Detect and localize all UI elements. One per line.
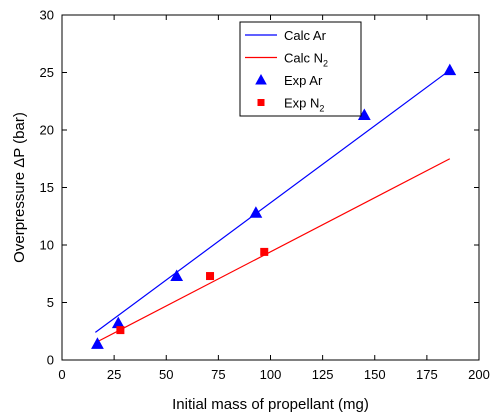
y-tick-label: 5 <box>47 295 54 310</box>
x-tick-label: 200 <box>468 367 490 382</box>
legend-label: Calc N2 <box>284 51 328 69</box>
series-line <box>95 158 451 344</box>
x-tick-label: 50 <box>159 367 173 382</box>
legend-label: Exp Ar <box>284 73 323 88</box>
y-tick-label: 10 <box>40 238 54 253</box>
data-point-square <box>257 99 265 106</box>
y-tick-label: 20 <box>40 123 54 138</box>
legend-item: Calc N2 <box>245 51 328 69</box>
data-point-square <box>260 247 269 256</box>
legend-item: Calc Ar <box>245 28 327 43</box>
legend-item: Exp N2 <box>257 96 324 114</box>
y-tick-label: 0 <box>47 353 54 368</box>
legend-label: Calc Ar <box>284 28 327 43</box>
series-calc-ar <box>95 69 451 333</box>
series-layer <box>91 63 457 349</box>
legend: Calc Ar Calc N2 Exp Ar Exp N2 <box>239 21 362 117</box>
data-point-square <box>116 326 125 335</box>
data-point-triangle <box>255 74 267 85</box>
data-point-triangle <box>249 206 263 218</box>
x-tick-label: 0 <box>58 367 65 382</box>
legend-item: Exp Ar <box>255 73 323 88</box>
data-point-triangle <box>357 108 371 120</box>
series-exp-n2 <box>116 247 269 335</box>
series-calc-n2 <box>95 158 451 344</box>
x-tick-label: 75 <box>211 367 225 382</box>
x-tick-label: 125 <box>312 367 334 382</box>
series-line <box>95 69 451 333</box>
data-point-square <box>206 272 215 281</box>
y-tick-label: 30 <box>40 8 54 23</box>
series-exp-ar <box>91 63 457 349</box>
data-point-triangle <box>91 337 104 349</box>
y-axis-label: Overpressure ΔP (bar) <box>11 112 28 263</box>
data-point-triangle <box>111 316 125 329</box>
y-tick-label: 25 <box>40 65 54 80</box>
data-point-triangle <box>443 63 457 76</box>
y-tick-label: 15 <box>40 180 54 195</box>
x-axis-label: Initial mass of propellant (mg) <box>172 396 369 413</box>
data-point-triangle <box>170 269 184 281</box>
axis-ticks: 0 25 50 75 100 125 150 175 200 0 5 10 15 20 25 30 <box>40 8 490 383</box>
legend-label: Exp N2 <box>284 96 324 114</box>
x-tick-label: 150 <box>364 367 386 382</box>
x-tick-label: 25 <box>107 367 121 382</box>
x-tick-label: 175 <box>416 367 438 382</box>
x-tick-label: 100 <box>260 367 282 382</box>
